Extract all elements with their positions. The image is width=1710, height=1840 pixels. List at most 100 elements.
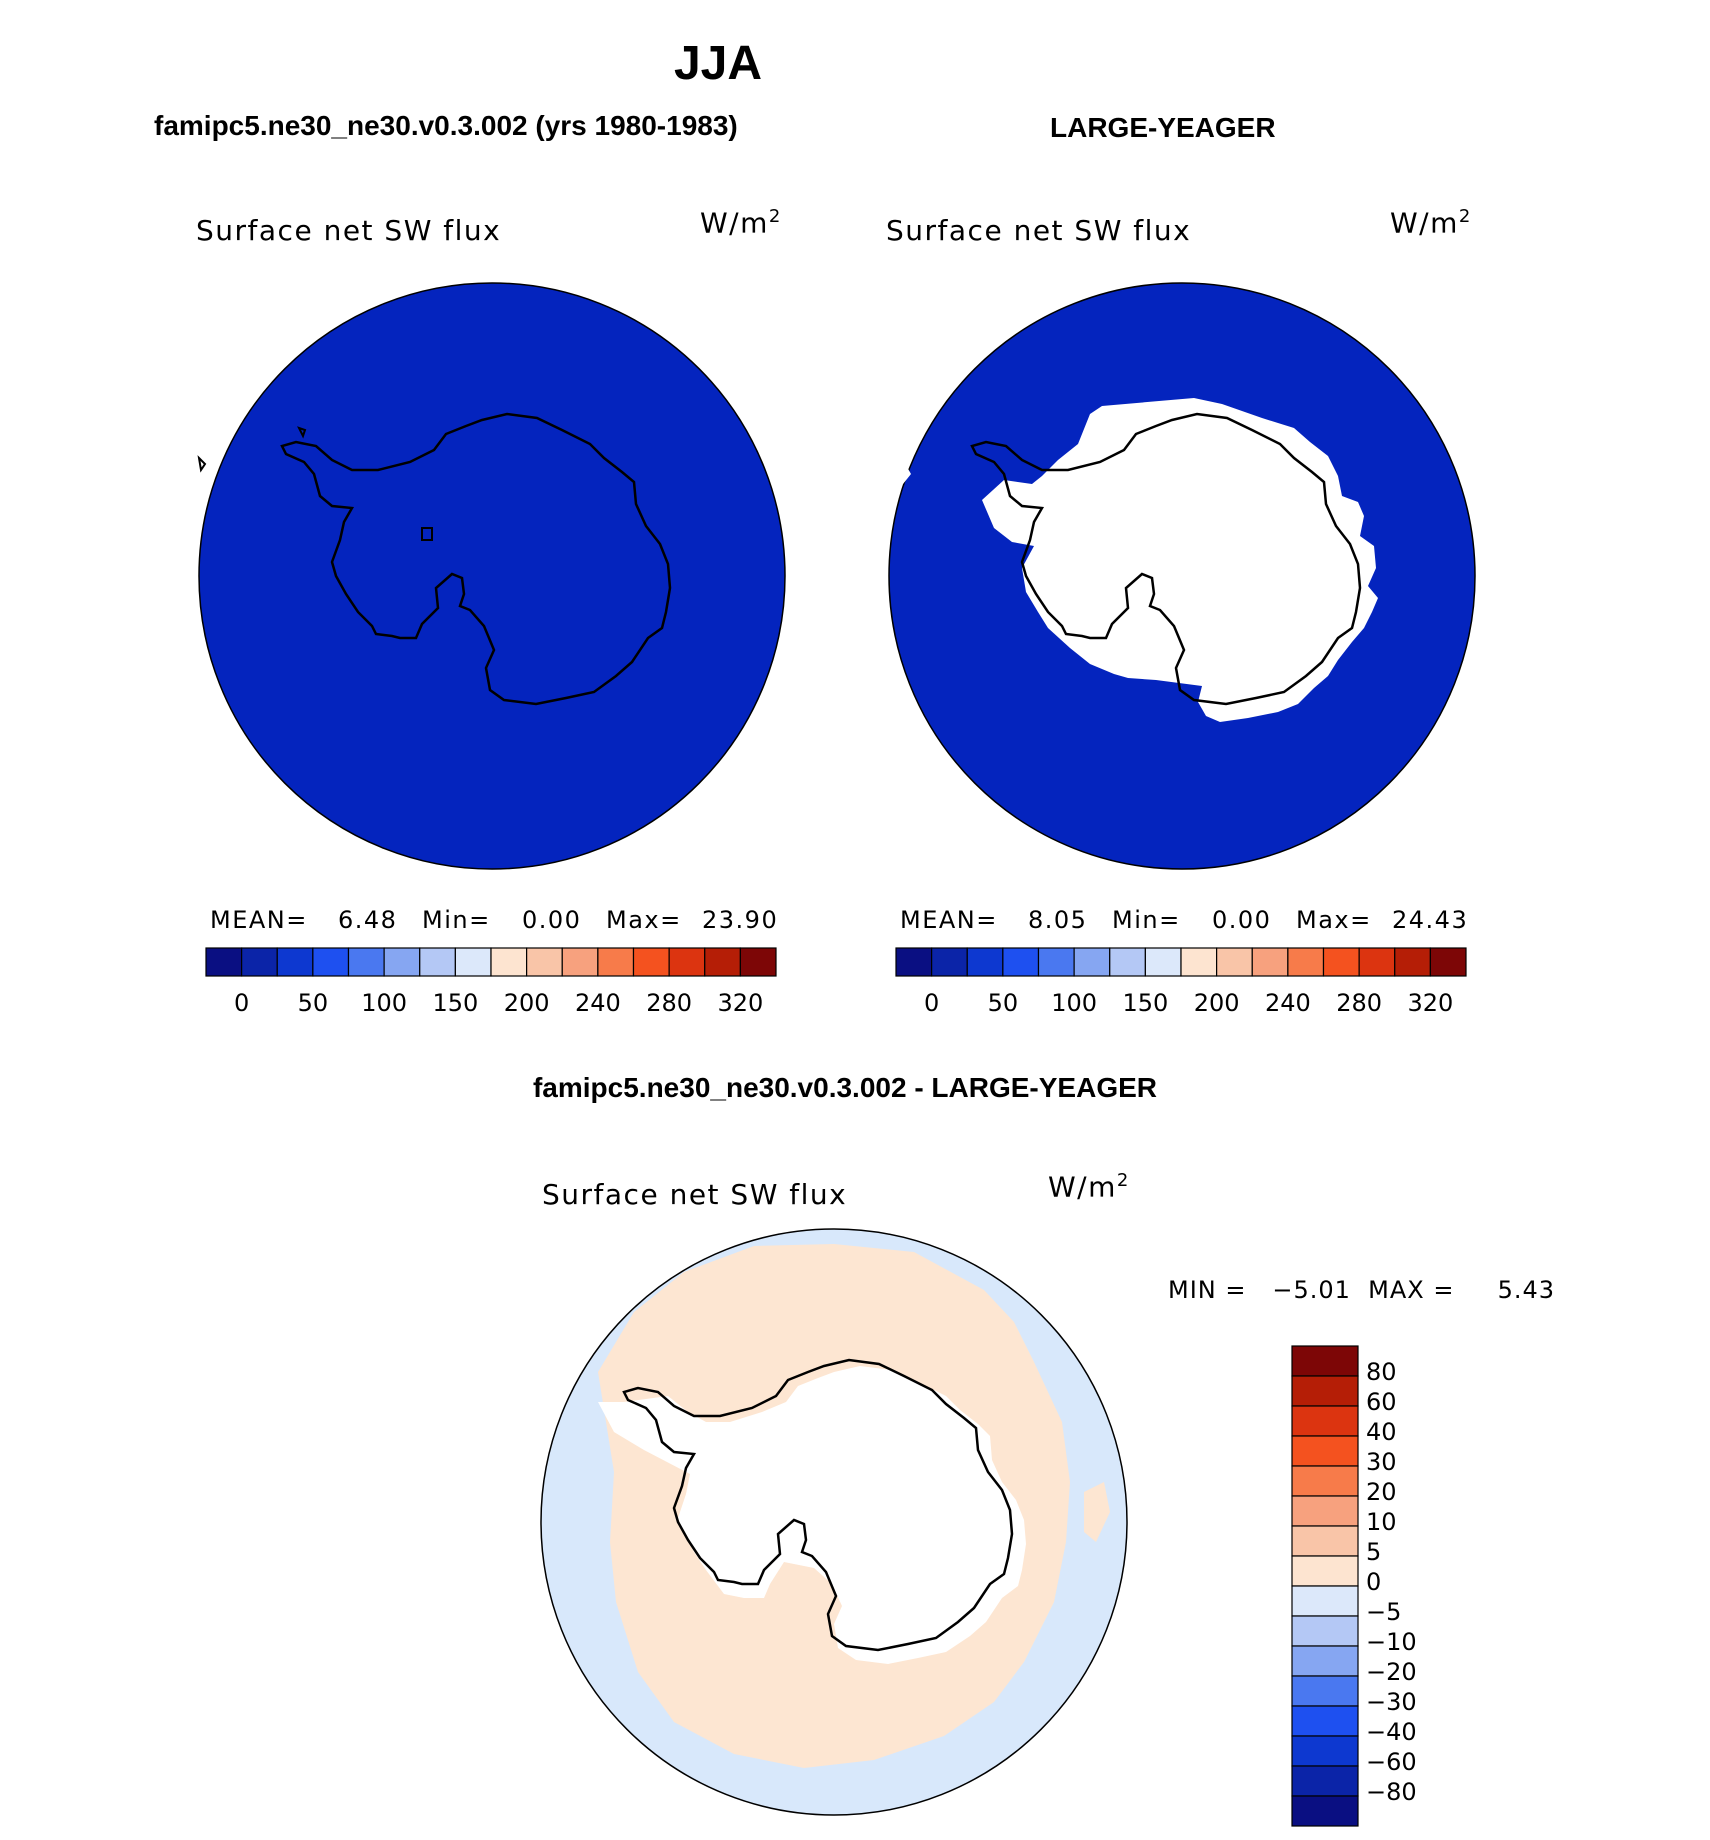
colorbar-obs-swatch-8 [1180,947,1218,977]
map-3-land [598,1366,1026,1664]
colorbar-diff-swatch-3 [1291,1435,1359,1467]
colorbar-obs-swatch-10 [1251,947,1289,977]
colorbar-obs-tick-label: 200 [1194,989,1240,1017]
colorbar-model-swatch-8 [490,947,528,977]
colorbar-diff-tick-label: 80 [1366,1358,1397,1386]
colorbar-model-swatch-11 [597,947,635,977]
colorbar-model-swatch-13 [668,947,706,977]
map-panel-diff [540,1228,1128,1816]
colorbar-obs-swatch-4 [1037,947,1075,977]
colorbar-model-swatch-4 [347,947,385,977]
panel-2-min-label: Min= [1112,906,1181,934]
panel-1-mean-value: 6.48 [338,906,398,934]
colorbar-diff-swatch-6 [1291,1525,1359,1557]
panel-1-variable: Surface net SW flux [196,214,502,247]
colorbar-model-tick-label: 50 [298,989,329,1017]
colorbar-diff-swatch-14 [1291,1765,1359,1797]
colorbar-diff-swatch-13 [1291,1735,1359,1767]
panel-2-mean-value: 8.05 [1028,906,1088,934]
colorbar-diff-swatch-4 [1291,1465,1359,1497]
colorbar-diff-tick-label: 5 [1366,1538,1381,1566]
colorbar-diff-swatch-10 [1291,1645,1359,1677]
colorbar-diff-swatch-9 [1291,1615,1359,1647]
diff-panel-minmax: MIN = −5.01 MAX = 5.43 [1168,1276,1556,1304]
panel-2-variable: Surface net SW flux [886,214,1192,247]
panel-1-max-label: Max= [606,906,682,934]
colorbar-diff-swatch-0 [1291,1345,1359,1377]
colorbar-diff-tick-label: −10 [1366,1628,1417,1656]
map-3-positive-patch-east [1084,1482,1110,1542]
colorbar-diff-tick-label: 60 [1366,1388,1397,1416]
colorbar-model: 0 50 100 150 200 240 280 320 [205,947,777,1017]
colorbar-diff-tick-label: 20 [1366,1478,1397,1506]
colorbar-diff-swatch-5 [1291,1495,1359,1527]
panel-1-min-value: 0.00 [522,906,582,934]
diff-panel-variable: Surface net SW flux [542,1178,848,1211]
colorbar-model-swatch-7 [454,947,492,977]
colorbar-obs-tick-label: 320 [1407,989,1453,1017]
colorbar-model-swatch-14 [704,947,741,977]
colorbar-obs-swatch-14 [1394,947,1431,977]
colorbar-model-tick-label: 100 [361,989,407,1017]
colorbar-model-tick-label: 280 [646,989,692,1017]
map-2-ice-edge-west [889,460,911,484]
colorbar-obs: 0 50 100 150 200 240 280 320 [895,947,1467,1017]
colorbar-model-tick-label: 0 [234,989,249,1017]
map-panel-model [197,282,786,870]
panel-2-mean-label: MEAN= [900,906,998,934]
colorbar-diff-tick-label: −20 [1366,1658,1417,1686]
panel-2-min-value: 0.00 [1212,906,1272,934]
colorbar-model-swatch-10 [561,947,599,977]
colorbar-model-swatch-15 [739,947,777,977]
panel-2-stats: MEAN= 8.05 Min= 0.00 Max= 24.43 [900,906,1470,936]
panel-1-min-label: Min= [422,906,491,934]
map-panel-obs [888,282,1476,870]
colorbar-model-swatch-12 [632,947,670,977]
colorbar-diff-tick-label: 40 [1366,1418,1397,1446]
panel-1-units: W/m2 [700,206,782,240]
colorbar-model-swatch-0 [205,947,243,977]
panel-2-title: LARGE-YEAGER [1050,112,1276,143]
diff-panel-units: W/m2 [1048,1170,1130,1204]
colorbar-obs-swatch-3 [1002,947,1040,977]
panel-2-units: W/m2 [1390,206,1472,240]
colorbar-diff-tick-label: −30 [1366,1688,1417,1716]
panel-1-mean-label: MEAN= [210,906,308,934]
colorbar-obs-swatch-5 [1073,947,1111,977]
colorbar-model-swatch-2 [276,947,314,977]
colorbar-diff-tick-label: −60 [1366,1748,1417,1776]
diff-panel-title: famipc5.ne30_ne30.v0.3.002 - LARGE-YEAGE… [532,1072,1158,1103]
colorbar-obs-swatch-7 [1144,947,1182,977]
colorbar-model-swatch-3 [312,947,350,977]
colorbar-obs-swatch-9 [1216,947,1253,977]
colorbar-model-tick-label: 200 [504,989,550,1017]
colorbar-diff-swatch-7 [1291,1555,1359,1587]
colorbar-diff-swatch-12 [1291,1705,1359,1737]
colorbar-obs-swatch-6 [1109,947,1146,977]
colorbar-diff-tick-label: −80 [1366,1778,1417,1806]
colorbar-model-tick-label: 150 [432,989,478,1017]
colorbar-diff-swatch-15 [1291,1795,1359,1827]
colorbar-obs-tick-label: 150 [1122,989,1168,1017]
colorbar-obs-tick-label: 50 [988,989,1019,1017]
map-1-island [197,426,433,541]
colorbar-diff-tick-label: 10 [1366,1508,1397,1536]
panel-1-title: famipc5.ne30_ne30.v0.3.002 (yrs 1980-198… [154,110,738,141]
colorbar-model-tick-label: 320 [717,989,763,1017]
colorbar-obs-tick-label: 100 [1051,989,1097,1017]
colorbar-model-swatch-1 [241,947,278,977]
diff-panel-units-exp: 2 [1116,1170,1130,1191]
colorbar-obs-swatch-15 [1429,947,1467,977]
panel-2-max-label: Max= [1296,906,1372,934]
page-title: JJA [673,37,763,90]
colorbar-diff-swatch-11 [1291,1675,1359,1707]
colorbar-diff-tick-label: 30 [1366,1448,1397,1476]
panel-1-max-value: 23.90 [702,906,779,934]
colorbar-obs-swatch-2 [966,947,1004,977]
colorbar-obs-tick-label: 280 [1336,989,1382,1017]
panel-1-units-exp: 2 [768,206,782,227]
colorbar-diff-tick-label: −5 [1366,1598,1401,1626]
colorbar-model-swatch-6 [419,947,456,977]
